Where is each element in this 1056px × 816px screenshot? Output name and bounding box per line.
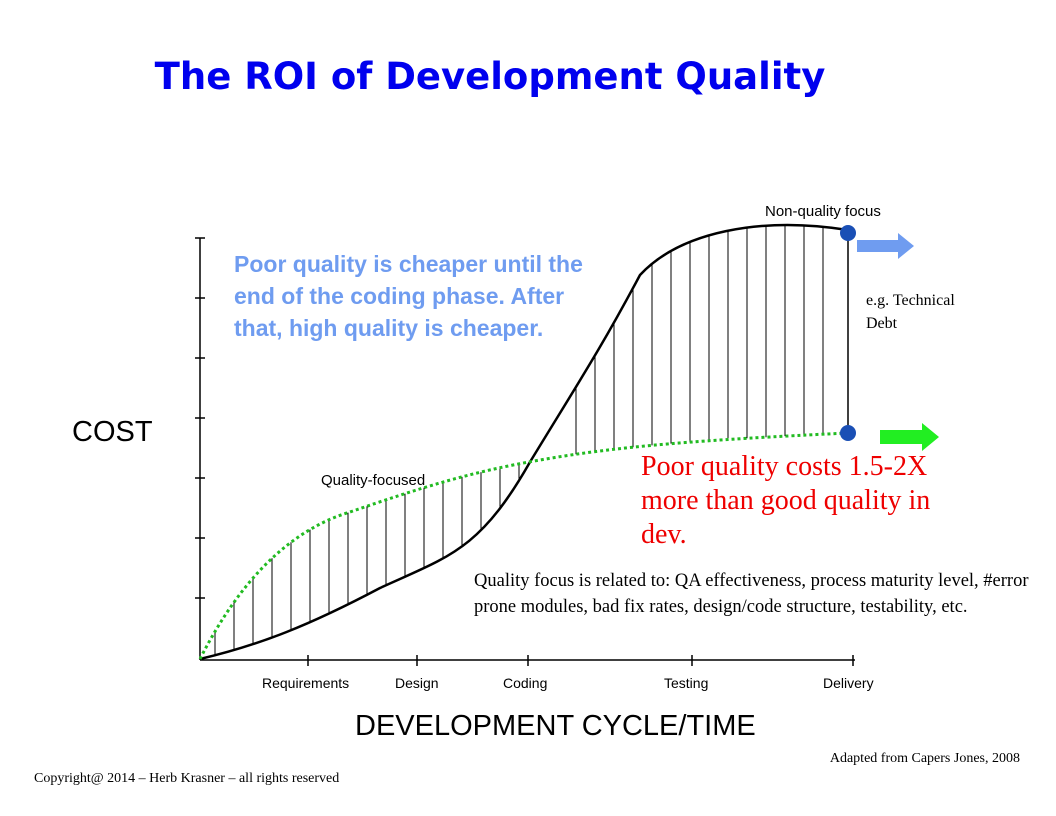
quality-endpoint-dot (840, 425, 856, 441)
blue-insight-note: Poor quality is cheaper until the end of… (234, 251, 583, 341)
technical-debt-note: e.g. Technical Debt (866, 292, 955, 332)
page-title: The ROI of Development Quality (154, 55, 826, 98)
phase-label-testing: Testing (664, 675, 709, 691)
y-axis-label: COST (72, 416, 153, 448)
y-axis-ticks (195, 237, 205, 599)
phase-label-design: Design (395, 675, 439, 691)
non-quality-curve-label: Non-quality focus (765, 203, 881, 220)
non-quality-endpoint-dot (840, 225, 856, 241)
red-cost-note: Poor quality costs 1.5-2X more than good… (641, 451, 931, 550)
quality-curve-label: Quality-focused (321, 472, 426, 489)
source-credit: Adapted from Capers Jones, 2008 (829, 751, 1020, 766)
quality-arrow-icon (880, 423, 939, 451)
quality-focus-note: Quality focus is related to: QA effectiv… (474, 571, 1029, 617)
quality-focused-cost-curve (198, 431, 849, 660)
copyright-notice: Copyright@ 2014 – Herb Krasner – all rig… (34, 771, 340, 786)
x-axis-label: DEVELOPMENT CYCLE/TIME (355, 710, 756, 742)
phase-label-coding: Coding (503, 675, 548, 691)
non-quality-arrow-icon (857, 233, 914, 259)
phase-label-requirements: Requirements (262, 675, 350, 691)
cost-difference-hatching (214, 225, 824, 656)
phase-label-delivery: Delivery (823, 675, 874, 691)
x-axis-ticks (307, 655, 854, 666)
